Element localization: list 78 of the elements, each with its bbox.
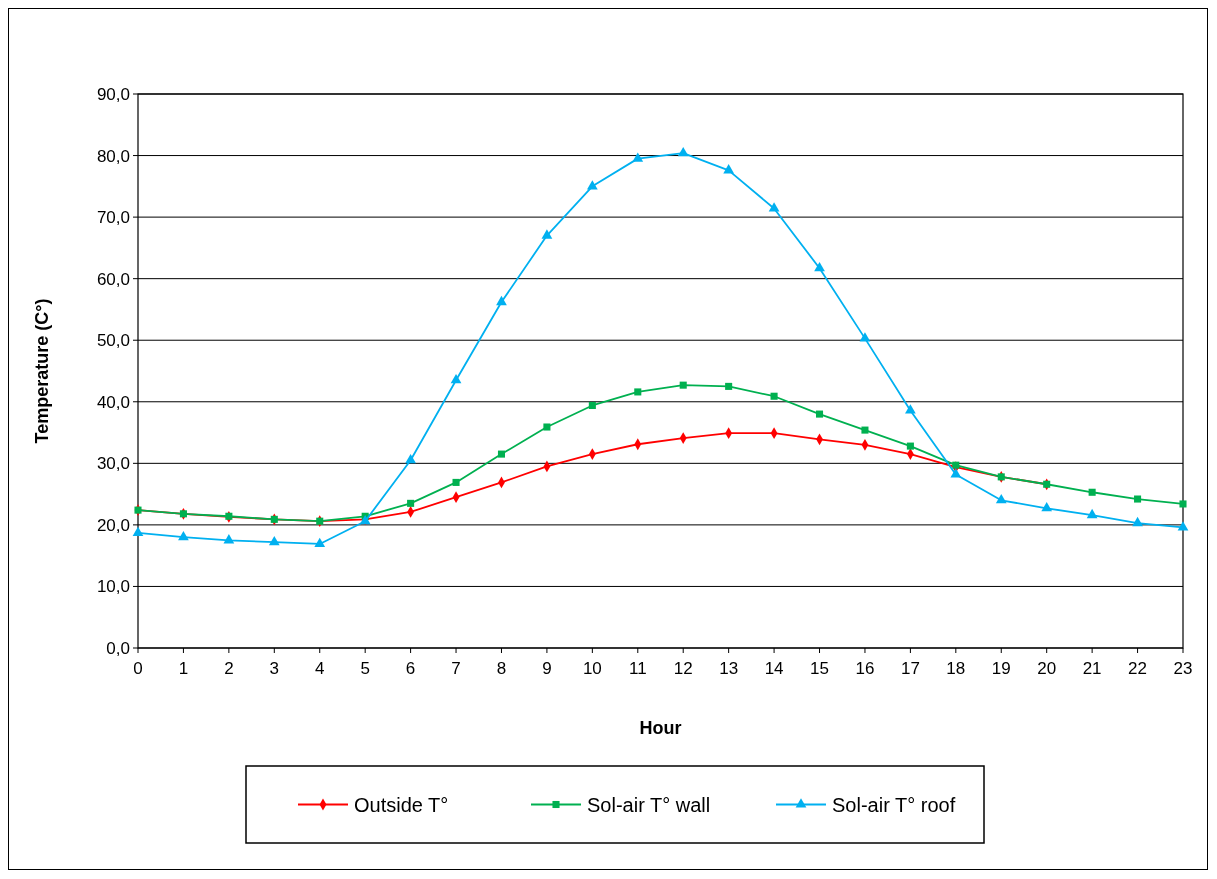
x-tick-label: 13 (719, 659, 739, 678)
x-tick-label: 20 (1037, 659, 1057, 678)
y-axis-title: Temperature (C°) (32, 298, 52, 444)
x-tick-label: 2 (224, 659, 234, 678)
x-tick-label: 16 (855, 659, 875, 678)
point (634, 388, 642, 396)
x-tick-label: 14 (764, 659, 784, 678)
x-tick-label: 8 (496, 659, 507, 678)
point (543, 423, 551, 431)
x-tick-label: 6 (405, 659, 416, 678)
point (1132, 516, 1143, 527)
x-tick-label: 0 (133, 659, 143, 678)
point (906, 442, 914, 450)
x-axis-title: Hour (639, 718, 682, 738)
y-tick-label: 50,0 (96, 331, 130, 351)
point (770, 392, 778, 400)
point (497, 450, 506, 458)
point (1177, 521, 1189, 531)
point (407, 499, 415, 507)
point (815, 410, 824, 418)
x-tick-label: 21 (1082, 659, 1102, 678)
point (588, 401, 596, 410)
y-tick-label: 80,0 (96, 146, 130, 166)
point (541, 229, 553, 239)
x-tick-label: 3 (269, 659, 280, 678)
x-tick-label: 10 (582, 659, 602, 678)
point (859, 332, 871, 342)
x-tick-label: 1 (178, 659, 189, 678)
point (905, 404, 916, 414)
x-tick-label: 5 (360, 659, 370, 678)
point (950, 468, 962, 478)
legend-label: Outside T° (354, 793, 449, 816)
point (679, 381, 687, 389)
y-tick-label: 90,0 (96, 84, 130, 104)
x-tick-label: 19 (991, 659, 1011, 678)
y-tick-label: 20,0 (96, 515, 130, 535)
y-tick-label: 70,0 (96, 208, 130, 228)
x-tick-label: 23 (1173, 659, 1193, 678)
point (632, 152, 644, 162)
point (995, 494, 1007, 504)
point (178, 531, 189, 541)
point (314, 537, 326, 548)
point (814, 262, 825, 272)
y-tick-label: 10,0 (96, 577, 130, 597)
point (725, 382, 733, 390)
point (677, 146, 689, 157)
point (586, 180, 598, 190)
point (723, 164, 735, 174)
x-tick-label: 7 (451, 659, 461, 678)
point (223, 534, 235, 544)
point (1041, 502, 1053, 512)
x-tick-label: 4 (315, 659, 325, 678)
point (452, 478, 460, 486)
point (1179, 500, 1187, 508)
point (132, 526, 144, 536)
x-tick-label: 11 (628, 659, 647, 678)
point (496, 295, 507, 306)
point (405, 454, 416, 464)
y-tick-label: 60,0 (96, 269, 130, 289)
point (952, 461, 960, 469)
point (1088, 488, 1096, 496)
x-tick-label: 9 (542, 659, 552, 678)
x-tick-label: 22 (1128, 659, 1148, 678)
x-tick-label: 12 (673, 659, 693, 678)
point (268, 535, 280, 546)
legend-label: Sol-air T° wall (587, 793, 711, 816)
point (861, 426, 869, 434)
y-tick-label: 30,0 (96, 454, 130, 474)
legend-label: Sol-air T° roof (832, 793, 956, 816)
point (1134, 495, 1142, 503)
x-tick-label: 18 (946, 659, 966, 678)
point (1086, 508, 1098, 519)
x-tick-label: 17 (900, 659, 920, 678)
y-tick-label: 40,0 (96, 392, 130, 412)
point (450, 374, 462, 384)
point (768, 202, 780, 212)
x-tick-label: 15 (810, 659, 829, 678)
y-tick-label: 0,0 (106, 638, 130, 658)
